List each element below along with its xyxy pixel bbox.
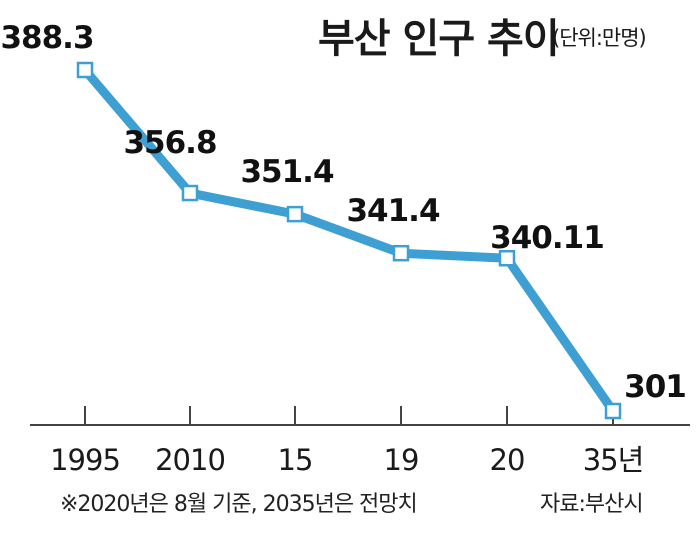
x-tick-label: 35년 (583, 443, 644, 477)
source-label: 자료:부산시 (540, 492, 644, 517)
x-tick-label: 19 (384, 443, 419, 477)
footnote: ※2020년은 8월 기준, 2035년은 전망치 (60, 492, 418, 517)
data-label: 341.4 (346, 193, 439, 229)
data-label: 301 (624, 369, 686, 405)
data-point-marker (76, 61, 94, 79)
x-tick-label: 20 (490, 443, 525, 477)
series-line (80, 65, 618, 416)
data-label: 388.3 (0, 20, 93, 56)
x-tick-label: 2010 (155, 443, 225, 477)
data-label: 351.4 (240, 154, 333, 190)
x-tick-label: 15 (278, 443, 313, 477)
data-point-marker (181, 184, 199, 202)
data-point-marker (498, 249, 516, 267)
chart-title: 부산 인구 추이 (318, 16, 560, 62)
x-tick-label: 1995 (50, 443, 120, 477)
unit-label: (단위:만명) (552, 26, 647, 50)
data-label: 356.8 (123, 125, 216, 161)
data-label: 340.11 (490, 220, 604, 256)
data-point-marker (286, 205, 304, 223)
data-point-marker (604, 402, 622, 420)
data-point-marker (392, 244, 410, 262)
